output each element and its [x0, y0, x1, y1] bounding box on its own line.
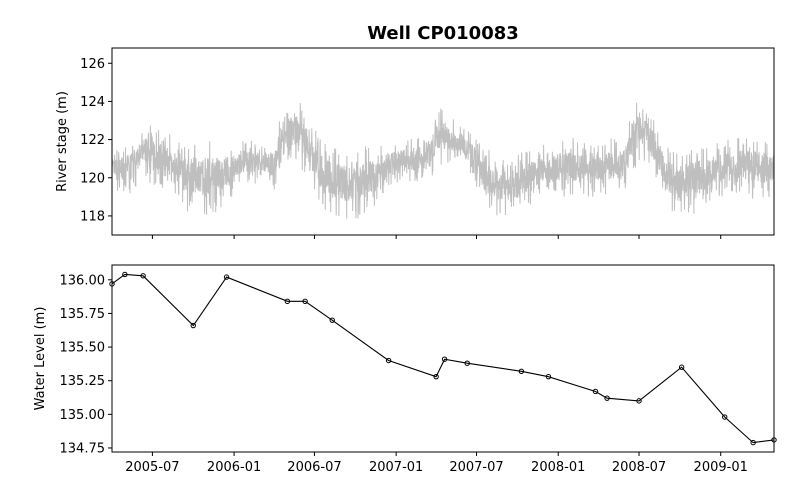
water-level-panel: 134.75 135.00 135.25 135.50 135.75 136.00 200…	[33, 264, 777, 475]
river-stage-ytick-label: 126	[80, 57, 105, 72]
water-level-point	[545, 373, 552, 380]
water-level-point	[122, 271, 128, 278]
water-level-xtick-label: 2008-07	[612, 460, 666, 475]
water-level-point	[750, 439, 756, 446]
water-level-point	[223, 274, 230, 280]
river-stage-series	[111, 102, 775, 219]
water-level-point	[140, 273, 146, 279]
water-level-point	[385, 357, 392, 364]
water-level-ytick-label: 134.75	[60, 441, 106, 456]
water-level-point	[433, 373, 439, 380]
water-level-xtick-label: 2006-07	[287, 460, 341, 475]
water-level-point	[284, 298, 291, 305]
water-level-point	[464, 360, 470, 366]
water-level-point	[441, 356, 448, 362]
water-level-point	[636, 398, 642, 404]
water-level-xtick-label: 2006-01	[207, 460, 261, 475]
river-stage-y-axis: 118 120 122 124 126	[80, 57, 112, 224]
water-level-point	[518, 368, 525, 374]
water-level-xtick-label: 2007-07	[449, 460, 503, 475]
water-level-point	[302, 298, 308, 305]
water-level-ytick-label: 135.25	[60, 374, 106, 389]
river-stage-ytick-label: 118	[80, 209, 105, 224]
water-level-xtick-label: 2005-07	[125, 460, 179, 475]
water-level-ylabel: Water Level (m)	[33, 307, 48, 411]
water-level-xtick-label: 2008-01	[531, 460, 585, 475]
water-level-plot-area	[112, 265, 774, 452]
water-level-x-axis: 2005-07 2006-01 2006-07 2007-01 2007-07 2008-…	[125, 452, 748, 475]
river-stage-x-ticks	[151, 235, 722, 239]
water-level-y-axis: 134.75 135.00 135.25 135.50 135.75 136.00	[60, 273, 112, 456]
water-level-ytick-label: 135.00	[60, 408, 106, 423]
river-stage-ylabel: River stage (m)	[55, 91, 70, 192]
water-level-point	[604, 395, 610, 401]
water-level-point	[592, 388, 599, 395]
water-level-point	[678, 364, 685, 370]
water-level-ytick-label: 135.75	[60, 307, 106, 322]
chart-title: Well CP010083	[367, 23, 519, 44]
river-stage-ytick-label: 124	[80, 95, 105, 110]
water-level-ytick-label: 136.00	[60, 273, 106, 288]
river-stage-ytick-label: 122	[80, 133, 105, 148]
river-stage-panel: 118 120 122 124 126 River stage (m)	[55, 47, 775, 239]
river-stage-frame	[111, 47, 775, 236]
river-stage-ytick-label: 120	[80, 171, 105, 186]
water-level-point	[722, 414, 728, 420]
water-level-point	[190, 322, 196, 329]
water-level-point	[329, 317, 335, 323]
water-level-line	[111, 273, 775, 444]
water-level-frame	[111, 264, 775, 453]
river-stage-line	[111, 102, 775, 219]
water-level-xtick-label: 2007-01	[369, 460, 423, 475]
water-level-ytick-label: 135.50	[60, 341, 106, 356]
water-level-xtick-label: 2009-01	[694, 460, 748, 475]
